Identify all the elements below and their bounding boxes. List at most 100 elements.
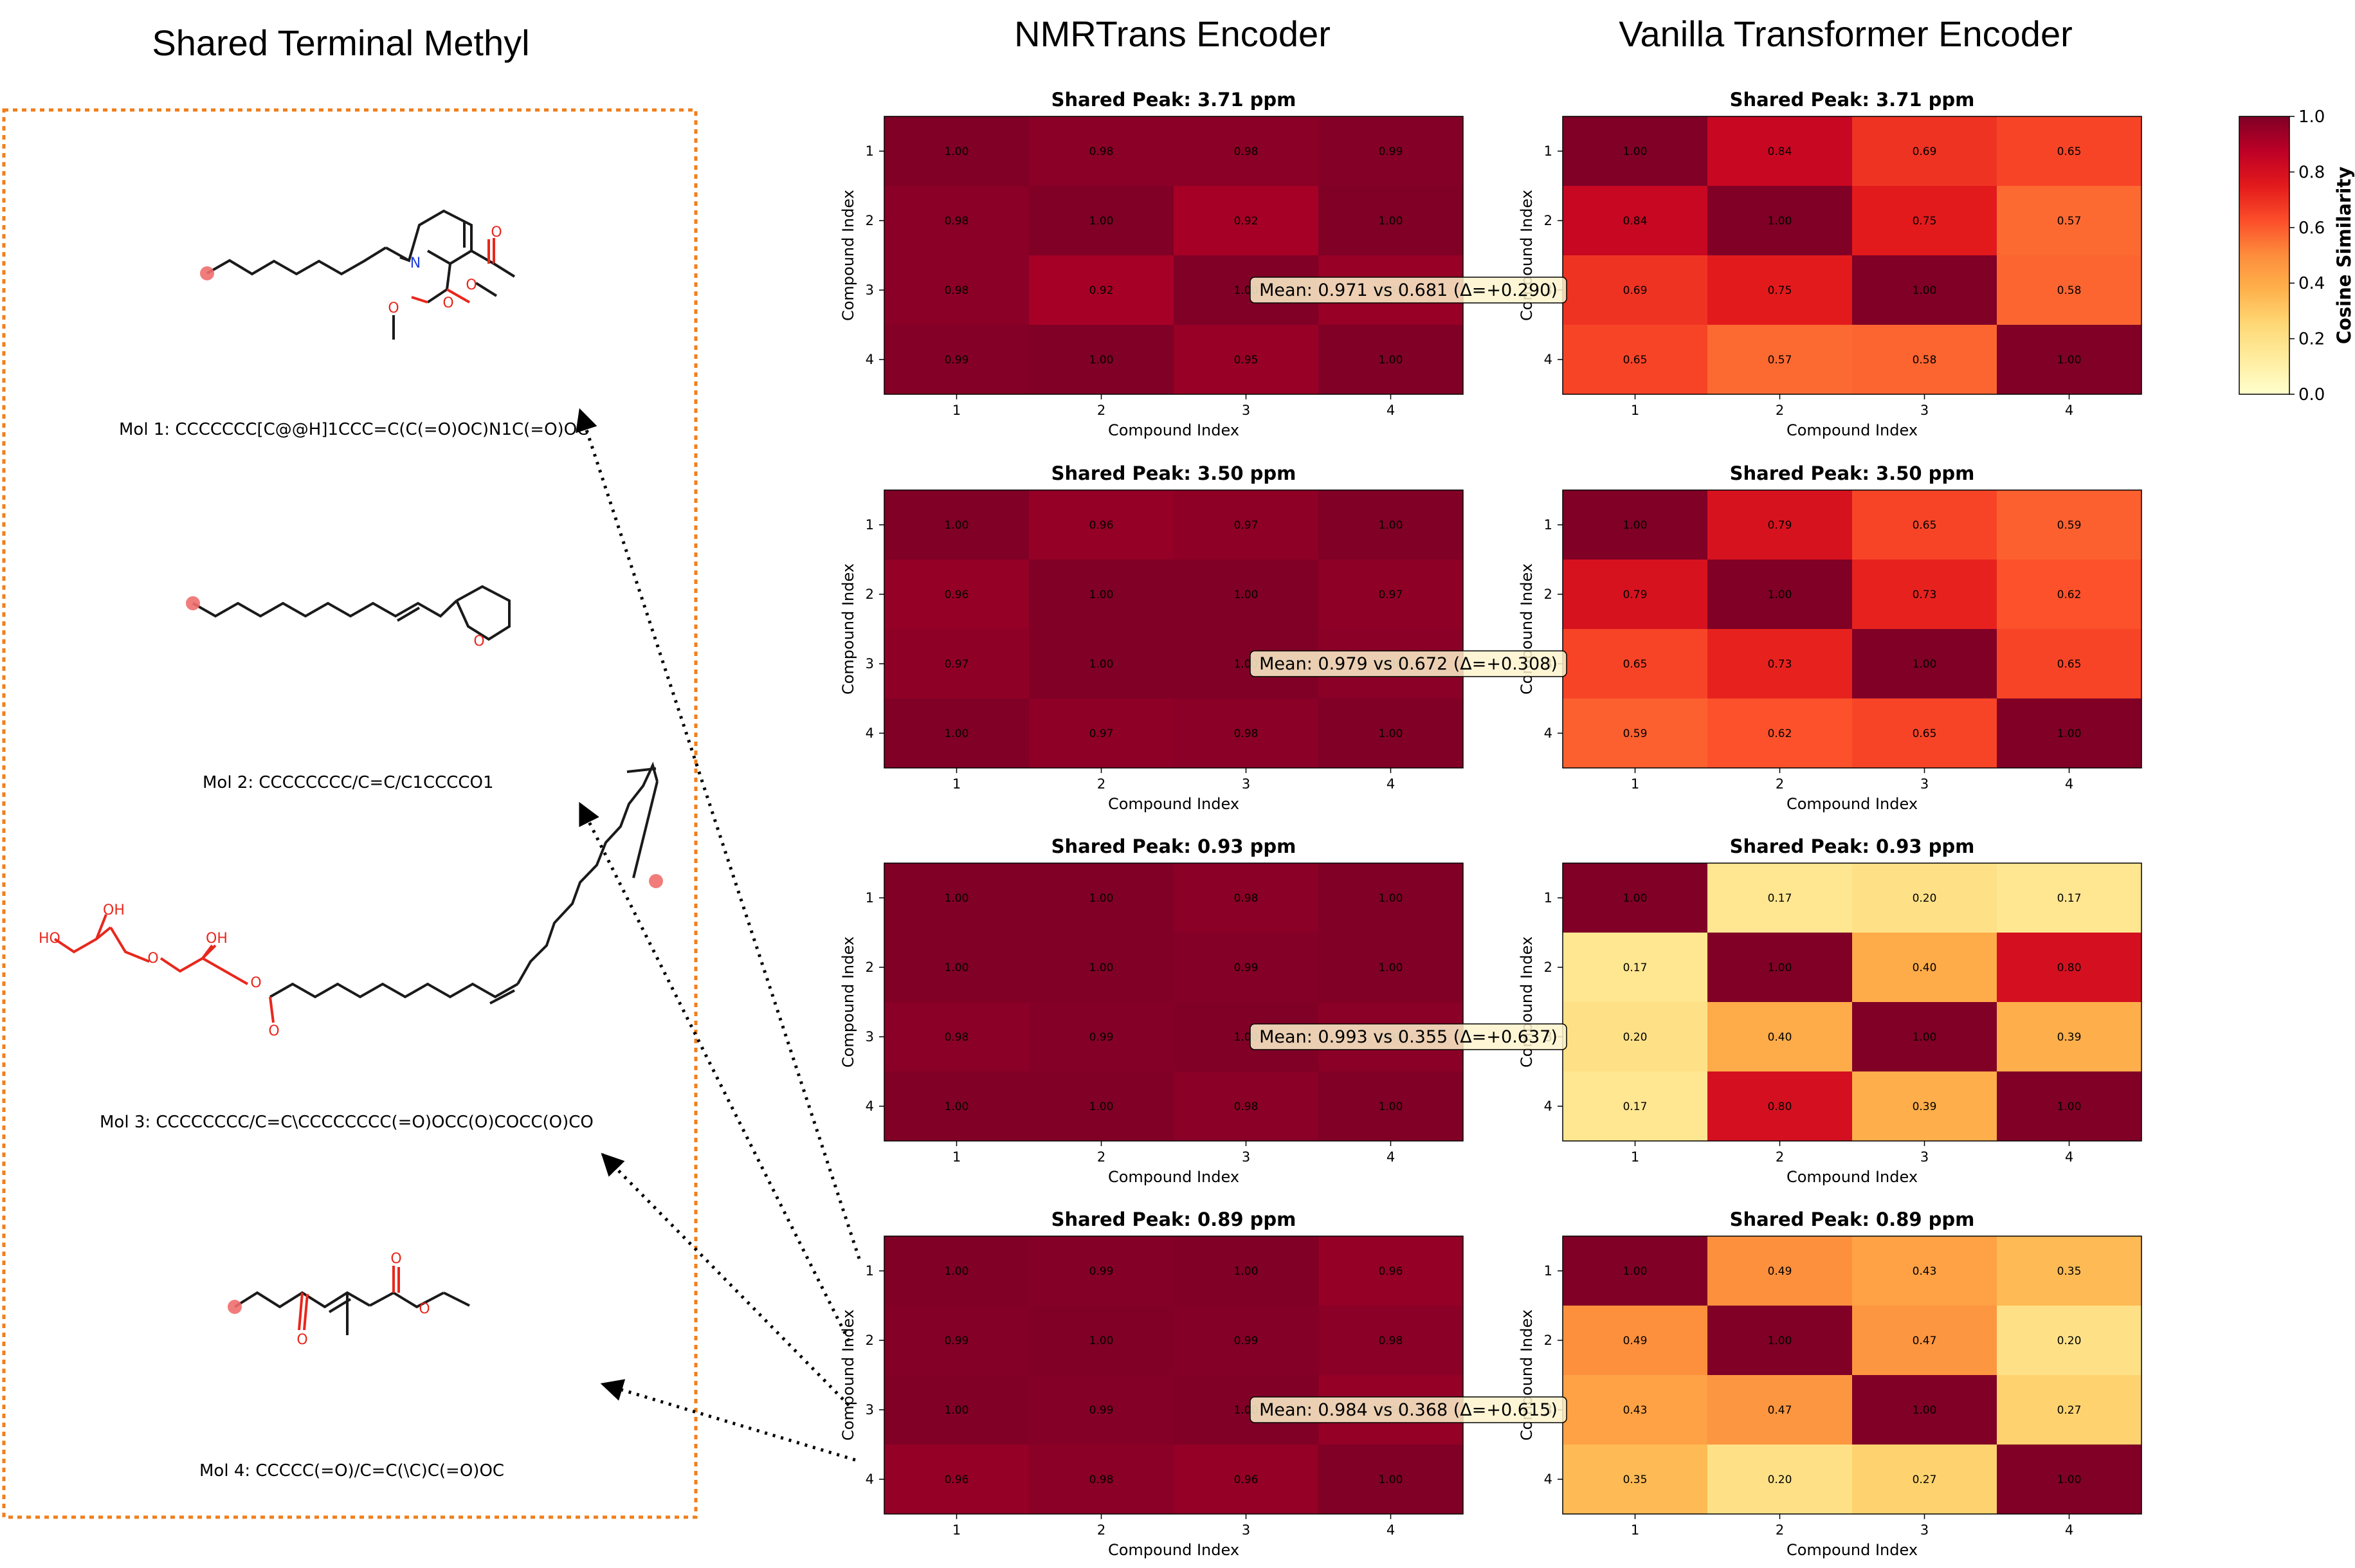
x-tick-label: 1 bbox=[952, 1149, 961, 1165]
heatmap-cell bbox=[884, 255, 1030, 325]
heatmap-cell bbox=[1029, 1071, 1174, 1142]
cell-value-label: 0.49 bbox=[1623, 1335, 1648, 1347]
arrow-mol4 bbox=[600, 1379, 856, 1462]
mean-comparison-bg bbox=[1250, 1396, 1567, 1423]
heatmap-cell bbox=[1029, 1375, 1174, 1445]
nmrtrans-heatmap-1: 1.00 0.98 0.98 0.99 0.98 1.00 0.92 1.00 0.98 0.92… bbox=[839, 89, 1464, 439]
heatmap-cell bbox=[1174, 1236, 1319, 1306]
cell-value-label: 0.35 bbox=[2057, 1265, 2082, 1278]
cell-value-label: 0.95 bbox=[1234, 354, 1259, 367]
nmrtrans-heatmap-3: 1.00 1.00 0.98 1.00 1.00 1.00 0.99 1.00 0.98 0.99… bbox=[839, 835, 1464, 1186]
heatmap-cell bbox=[884, 490, 1030, 560]
heatmap-cell bbox=[1852, 629, 1997, 699]
vanilla-heatmap-4: 1.00 0.49 0.43 0.35 0.49 1.00 0.47 0.20 0.43 0.47… bbox=[1518, 1208, 2142, 1559]
x-tick-label: 3 bbox=[1920, 1149, 1929, 1165]
heatmap-cell bbox=[1174, 1445, 1319, 1515]
cell-value-label: 0.69 bbox=[1913, 145, 1937, 158]
y-tick-label: 2 bbox=[1544, 587, 1552, 602]
x-tick-label: 2 bbox=[1776, 1149, 1784, 1165]
heatmap-cell bbox=[1707, 1071, 1853, 1142]
heatmap-cell bbox=[1318, 698, 1464, 769]
x-tick-label: 3 bbox=[1242, 776, 1250, 792]
vanilla-heatmap-3: 1.00 0.17 0.20 0.17 0.17 1.00 0.40 0.80 0.20 0.40… bbox=[1518, 835, 2142, 1186]
arrows-group bbox=[576, 408, 861, 1462]
heatmap-cell bbox=[1318, 186, 1464, 256]
heatmap-cell bbox=[1997, 629, 2142, 699]
colorbar-tick-label: 0.2 bbox=[2298, 330, 2325, 349]
heatmap-cell bbox=[1563, 1445, 1708, 1515]
heatmap-cell bbox=[1852, 1002, 1997, 1072]
cell-value-label: 0.40 bbox=[1913, 962, 1937, 974]
cell-value-label: 0.99 bbox=[1089, 1404, 1114, 1417]
cell-value-label: 0.75 bbox=[1768, 284, 1792, 297]
panel-title: Shared Peak: 3.71 ppm bbox=[1051, 89, 1296, 111]
heatmap-cell bbox=[1997, 1306, 2142, 1376]
y-tick-label: 2 bbox=[1544, 960, 1552, 975]
x-axis-label: Compound Index bbox=[1787, 1168, 1918, 1186]
heatmap-frame bbox=[884, 116, 1464, 395]
panel-title: Shared Peak: 0.89 ppm bbox=[1051, 1208, 1296, 1230]
molecule-1-structure: N O O O O bbox=[200, 209, 516, 340]
heatmap-cell bbox=[1707, 933, 1853, 1003]
cell-value-label: 0.65 bbox=[1623, 354, 1648, 367]
heatmap-cell bbox=[1563, 255, 1708, 325]
heatmap-cell bbox=[884, 1375, 1030, 1445]
x-tick-label: 4 bbox=[1387, 403, 1395, 418]
cell-value-label: 0.96 bbox=[945, 1473, 969, 1486]
x-tick-label: 4 bbox=[1387, 776, 1395, 792]
cell-value-label: 0.75 bbox=[1913, 215, 1937, 228]
molecule-3-structure: HO OH O OH O O bbox=[39, 761, 663, 1039]
y-tick-label: 3 bbox=[866, 1402, 874, 1418]
x-tick-label: 2 bbox=[1097, 403, 1105, 418]
nmrtrans-heatmap-4: 1.00 0.99 1.00 0.96 0.99 1.00 0.99 0.98 1.00 0.99… bbox=[839, 1208, 1464, 1559]
heatmap-cell bbox=[884, 560, 1030, 630]
heatmap-cell bbox=[1318, 490, 1464, 560]
cell-value-label: 1.00 bbox=[1379, 1100, 1403, 1113]
cell-value-label: 1.00 bbox=[2057, 1473, 2082, 1486]
heatmap-cell bbox=[1174, 186, 1319, 256]
x-tick-label: 1 bbox=[1631, 403, 1639, 418]
heatmap-cell bbox=[1997, 560, 2142, 630]
cell-value-label: 0.79 bbox=[1623, 588, 1648, 601]
x-tick-label: 3 bbox=[1920, 403, 1929, 418]
y-axis-label: Compound Index bbox=[839, 563, 857, 695]
cell-value-label: 0.57 bbox=[2057, 215, 2082, 228]
y-tick-label: 4 bbox=[866, 352, 874, 367]
heatmap-cell bbox=[1563, 1375, 1708, 1445]
cell-value-label: 0.99 bbox=[1089, 1031, 1114, 1044]
heatmap-cell bbox=[1318, 933, 1464, 1003]
cell-value-label: 0.69 bbox=[1623, 284, 1648, 297]
heatmap-cell bbox=[1852, 325, 1997, 395]
heatmap-cell bbox=[1707, 325, 1853, 395]
heatmap-cell bbox=[1318, 1236, 1464, 1306]
heatmap-cell bbox=[1563, 629, 1708, 699]
y-tick-label: 2 bbox=[1544, 213, 1552, 228]
heatmap-cell bbox=[1029, 325, 1174, 395]
heatmap-cell bbox=[1029, 116, 1174, 187]
heatmap-cell bbox=[884, 863, 1030, 933]
arrow-mol3 bbox=[601, 1153, 850, 1407]
cell-value-label: 1.00 bbox=[1623, 145, 1648, 158]
heatmap-cell bbox=[1852, 933, 1997, 1003]
cell-value-label: 0.62 bbox=[1768, 727, 1792, 740]
colorbar-tick-label: 0.0 bbox=[2298, 385, 2325, 405]
atom-OH-label: OH bbox=[103, 902, 125, 918]
x-axis-label: Compound Index bbox=[1108, 1168, 1239, 1186]
cell-value-label: 0.65 bbox=[1913, 519, 1937, 532]
heatmap-cell bbox=[1174, 933, 1319, 1003]
arrow-mol1 bbox=[576, 408, 861, 1259]
heatmap-cell bbox=[884, 1002, 1030, 1072]
atom-O-label: O bbox=[419, 1301, 430, 1317]
cell-value-label: 0.58 bbox=[2057, 284, 2082, 297]
heatmap-cell bbox=[1318, 116, 1464, 187]
cell-value-label: 1.00 bbox=[945, 1404, 969, 1417]
colorbar-gradient bbox=[2239, 116, 2290, 395]
heatmap-cell bbox=[1707, 255, 1853, 325]
heatmap-cell bbox=[1174, 116, 1319, 187]
y-tick-label: 4 bbox=[866, 725, 874, 741]
cell-value-label: 1.00 bbox=[1234, 588, 1259, 601]
cell-value-label: 0.96 bbox=[1234, 1473, 1259, 1486]
cell-value-label: 1.00 bbox=[1379, 215, 1403, 228]
heatmap-cell bbox=[1174, 325, 1319, 395]
cell-value-label: 0.20 bbox=[2057, 1335, 2082, 1347]
